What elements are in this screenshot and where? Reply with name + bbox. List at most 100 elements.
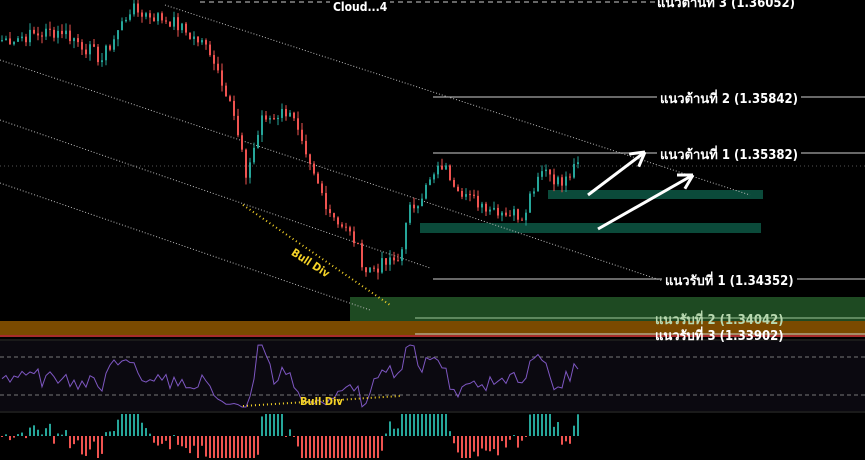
candle-body	[269, 118, 271, 120]
candle-body	[29, 29, 31, 43]
macd-bar	[5, 434, 7, 436]
candle-body	[505, 212, 507, 216]
macd-bar	[221, 436, 223, 458]
macd-bar	[25, 436, 27, 439]
macd-bar	[385, 433, 387, 436]
candle-body	[569, 176, 571, 178]
macd-bar	[153, 436, 155, 443]
candle-body	[185, 23, 187, 33]
candle-body	[545, 169, 547, 172]
macd-bar	[465, 436, 467, 458]
macd-bar	[317, 436, 319, 458]
macd-bar	[121, 414, 123, 436]
macd-bar	[89, 436, 91, 450]
macd-bar	[297, 436, 299, 447]
candle-body	[225, 85, 227, 97]
candle-body	[353, 231, 355, 244]
candle-body	[285, 108, 287, 117]
macd-bar	[425, 414, 427, 436]
macd-bar	[285, 436, 287, 437]
candle-body	[97, 46, 99, 63]
candle-body	[193, 36, 195, 39]
candle-body	[377, 268, 379, 273]
arrow-head	[628, 150, 646, 156]
candle-body	[49, 28, 51, 30]
candle-body	[1, 40, 3, 42]
macd-bar	[421, 414, 423, 436]
candle-body	[53, 29, 55, 38]
channel-line	[0, 59, 691, 291]
teal-zone-upper	[548, 190, 763, 199]
macd-bar	[289, 429, 291, 436]
macd-bar	[9, 436, 11, 441]
macd-bar	[181, 436, 183, 447]
channel-line	[0, 119, 431, 269]
macd-bar	[185, 436, 187, 448]
candle-body	[405, 222, 407, 250]
macd-bar	[357, 436, 359, 458]
macd-bar	[405, 414, 407, 436]
candle-body	[217, 63, 219, 71]
candle-body	[125, 19, 127, 22]
macd-bar	[437, 414, 439, 436]
candle-body	[373, 267, 375, 269]
macd-bar	[69, 436, 71, 449]
macd-bar	[449, 431, 451, 436]
candle-body	[101, 60, 103, 63]
candle-body	[397, 260, 399, 262]
macd-bar	[453, 436, 455, 444]
macd-bar	[145, 428, 147, 436]
macd-bar	[521, 436, 523, 441]
candle-body	[213, 55, 215, 64]
macd-bar	[45, 428, 47, 436]
macd-bar	[545, 414, 547, 436]
candle-body	[161, 13, 163, 21]
candle-body	[437, 165, 439, 175]
candle-body	[489, 209, 491, 212]
macd-bar	[369, 436, 371, 458]
candle-body	[13, 41, 15, 45]
candle-body	[201, 40, 203, 43]
candle-body	[509, 215, 511, 217]
macd-bar	[561, 436, 563, 445]
candle-body	[525, 212, 527, 221]
macd-bar	[53, 436, 55, 444]
macd-bar	[229, 436, 231, 458]
candle-body	[189, 32, 191, 39]
macd-bar	[73, 436, 75, 445]
candle-body	[421, 198, 423, 207]
macd-bar	[173, 435, 175, 436]
macd-bar	[125, 414, 127, 436]
macd-bar	[37, 429, 39, 436]
macd-bar	[313, 436, 315, 458]
arrow-up-icon	[587, 150, 646, 197]
candle-body	[533, 191, 535, 194]
candle-body	[429, 179, 431, 185]
candle-body	[485, 203, 487, 212]
candle-body	[497, 207, 499, 216]
macd-bar	[245, 436, 247, 458]
candle-body	[93, 44, 95, 47]
candle-body	[537, 176, 539, 192]
candle-body	[573, 164, 575, 178]
candle-body	[513, 209, 515, 216]
candle-body	[85, 49, 87, 55]
macd-bar	[401, 414, 403, 436]
macd-bar	[501, 436, 503, 442]
macd-bar	[197, 436, 199, 458]
macd-bar	[305, 436, 307, 458]
macd-bar	[117, 419, 119, 436]
candle-body	[401, 249, 403, 261]
macd-bar	[133, 414, 135, 436]
candle-body	[501, 212, 503, 216]
macd-bar	[209, 436, 211, 458]
candle-body	[349, 227, 351, 232]
macd-bar	[429, 414, 431, 436]
macd-bar	[461, 436, 463, 458]
macd-bar	[265, 414, 267, 436]
macd-bar	[309, 436, 311, 458]
candle-body	[473, 194, 475, 196]
macd-bar	[549, 414, 551, 436]
macd-bar	[137, 414, 139, 436]
